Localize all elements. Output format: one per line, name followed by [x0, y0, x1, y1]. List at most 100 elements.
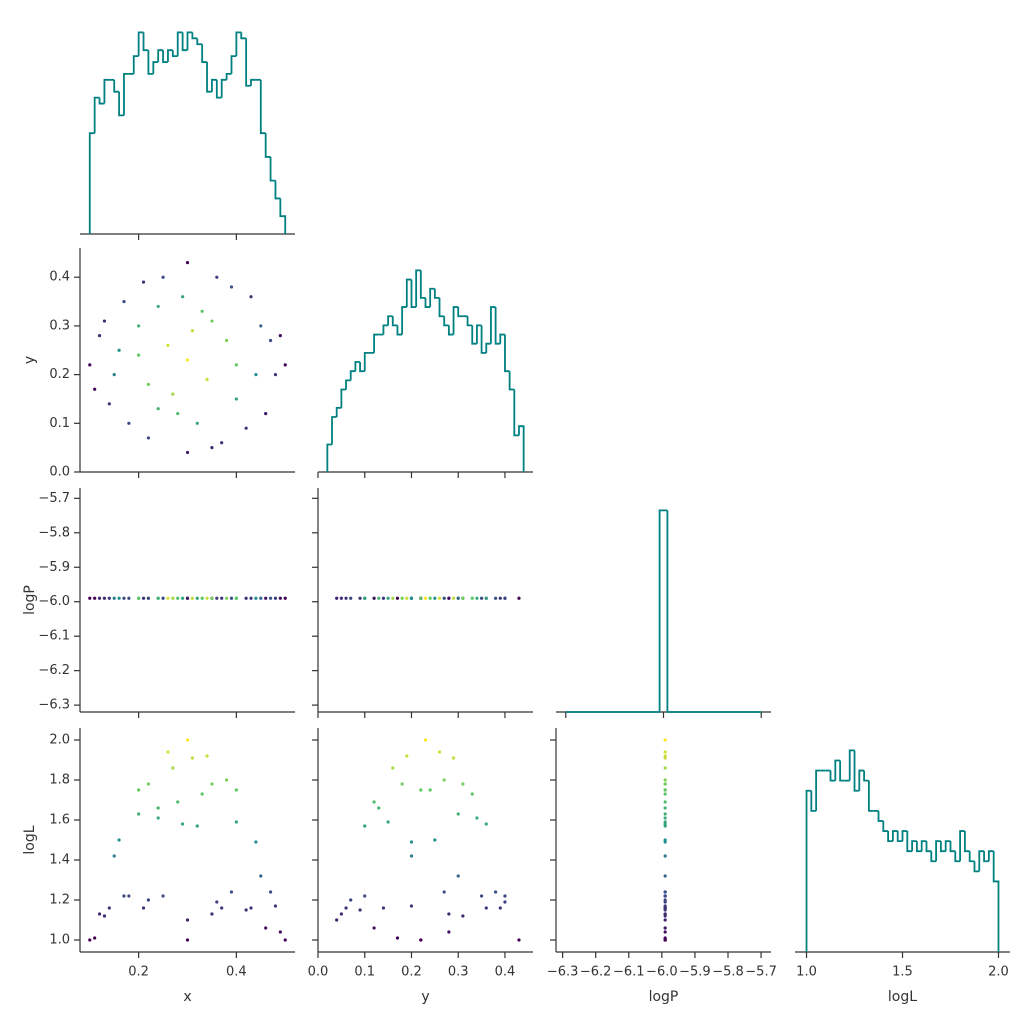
- scatter-point: [437, 596, 442, 600]
- scatter-point: [456, 874, 460, 878]
- histogram-step: [181, 32, 188, 52]
- scatter-point: [494, 596, 498, 600]
- x-tick-label: 0.0: [308, 965, 329, 980]
- scatter-point: [409, 596, 414, 600]
- scatter-point: [93, 596, 97, 600]
- scatter-point: [663, 788, 667, 792]
- scatter-point: [127, 421, 131, 425]
- scatter-point: [663, 906, 667, 910]
- y-tick-label: 0.3: [49, 318, 70, 333]
- scatter-point: [381, 906, 386, 910]
- scatter-point: [224, 338, 229, 343]
- scatter-point: [220, 441, 224, 445]
- scatter-point: [409, 904, 414, 908]
- scatter-point: [663, 824, 667, 828]
- x-tick-label: −6.2: [580, 965, 612, 980]
- histogram-step: [196, 38, 203, 46]
- histogram-step: [452, 306, 459, 335]
- histogram-step: [954, 851, 961, 863]
- scatter-point: [102, 319, 107, 323]
- histogram-step: [345, 379, 351, 390]
- scatter-point: [503, 894, 507, 898]
- scatter-point: [400, 782, 404, 786]
- scatter-point: [475, 596, 479, 600]
- scatter-point: [190, 756, 194, 760]
- scatter-point: [234, 363, 238, 367]
- scatter-point: [220, 906, 224, 910]
- scatter-point: [146, 596, 151, 600]
- scatter-point: [663, 800, 667, 804]
- histogram-step: [471, 325, 477, 345]
- scatter-point: [215, 596, 219, 600]
- histogram-step: [499, 333, 505, 344]
- histogram-step: [93, 96, 100, 134]
- scatter-point: [517, 938, 521, 942]
- scatter-point: [363, 894, 367, 898]
- scatter-point: [156, 304, 160, 309]
- scatter-point: [234, 397, 238, 401]
- scatter-point: [185, 738, 190, 742]
- scatter-point: [663, 936, 667, 940]
- scatter-point: [663, 874, 667, 878]
- histogram-step: [906, 831, 913, 853]
- histogram-step: [331, 416, 337, 445]
- scatter-point: [117, 348, 121, 352]
- scatter-point: [419, 938, 423, 942]
- scatter-point: [205, 596, 209, 600]
- scatter-point: [349, 898, 353, 902]
- scatter-point: [442, 890, 446, 894]
- scatter-point: [122, 299, 126, 304]
- scatter-point: [166, 343, 170, 347]
- histogram-step: [240, 32, 247, 40]
- scatter-point: [423, 738, 428, 742]
- histogram-step: [901, 830, 908, 842]
- scatter-point: [405, 754, 409, 758]
- scatter-point: [259, 324, 263, 328]
- histogram-step: [658, 509, 668, 712]
- histogram-step: [88, 132, 95, 234]
- scatter-point: [171, 392, 175, 396]
- scatter-point: [146, 382, 151, 386]
- scatter-point: [377, 806, 381, 810]
- scatter-point: [437, 750, 442, 754]
- scatter-point: [433, 596, 437, 600]
- histogram-step: [490, 306, 496, 344]
- scatter-point: [268, 596, 273, 600]
- x-tick-label: −6.0: [646, 965, 678, 980]
- histogram-step: [171, 50, 178, 58]
- y-axis-label: logL: [22, 825, 38, 854]
- histogram-step: [137, 31, 144, 57]
- histogram-step: [118, 91, 124, 117]
- scatter-point: [112, 373, 116, 377]
- x-tick-label: 0.3: [448, 965, 469, 980]
- scatter-point: [344, 596, 348, 600]
- scatter-point: [283, 938, 287, 942]
- scatter-point: [663, 840, 667, 844]
- y-tick-label: 1.6: [49, 813, 70, 828]
- scatter-point: [363, 596, 367, 600]
- histogram-step: [963, 831, 970, 853]
- scatter-point: [419, 596, 423, 600]
- scatter-point: [127, 596, 131, 600]
- scatter-point: [249, 596, 253, 600]
- scatter-point: [166, 750, 170, 754]
- scatter-point: [663, 766, 667, 770]
- scatter-point: [176, 596, 180, 600]
- scatter-point: [93, 387, 97, 391]
- scatter-point: [372, 596, 376, 600]
- scatter-point: [273, 596, 278, 600]
- histogram-step: [983, 851, 989, 863]
- scatter-point: [117, 838, 121, 842]
- scatter-point: [161, 275, 165, 279]
- scatter-point: [93, 936, 97, 940]
- scatter-point: [185, 450, 190, 455]
- histogram-step: [274, 180, 281, 200]
- scatter-point: [156, 596, 160, 600]
- histogram-step: [220, 78, 227, 98]
- x-tick-label: 0.4: [495, 965, 516, 980]
- y-tick-label: 0.4: [49, 270, 70, 285]
- scatter-point: [181, 295, 185, 299]
- scatter-point: [185, 918, 190, 922]
- scatter-point: [663, 890, 667, 894]
- x-axis-label: x: [183, 989, 191, 1005]
